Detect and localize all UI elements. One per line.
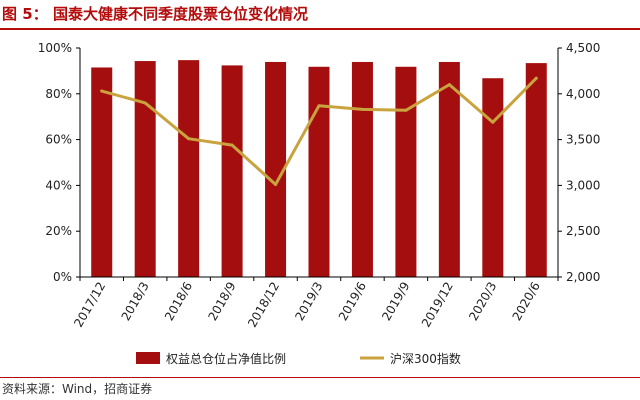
- left-axis-tick-label: 80%: [45, 87, 72, 101]
- bar: [265, 61, 287, 277]
- bar: [395, 66, 417, 277]
- index-point: [491, 120, 495, 124]
- left-axis-tick-label: 100%: [38, 41, 72, 55]
- index-point: [360, 107, 364, 111]
- x-axis-tick-label: 2019/9: [379, 280, 412, 324]
- left-axis-tick-label: 20%: [45, 224, 72, 238]
- figure-title: 图 5： 国泰大健康不同季度股票仓位变化情况: [2, 2, 638, 26]
- index-point: [187, 137, 191, 141]
- figure-separator: ：: [32, 5, 48, 23]
- index-point: [534, 76, 538, 80]
- index-point: [447, 83, 451, 87]
- figure-caption: 国泰大健康不同季度股票仓位变化情况: [52, 5, 308, 23]
- bar: [178, 60, 200, 277]
- legend-line-label: 沪深300指数: [390, 351, 461, 366]
- right-axis-tick-label: 4,500: [566, 41, 600, 55]
- right-axis-tick-label: 3,000: [566, 178, 600, 192]
- right-axis-tick-label: 2,500: [566, 224, 600, 238]
- x-axis-tick-label: 2018/9: [205, 280, 238, 324]
- left-axis-tick-label: 60%: [45, 133, 72, 147]
- index-point: [274, 182, 278, 186]
- bar: [482, 78, 504, 277]
- legend-bar-swatch: [136, 352, 160, 364]
- bar: [308, 66, 330, 277]
- figure-number: 5: [22, 5, 33, 23]
- x-axis-tick-label: 2018/3: [119, 280, 152, 324]
- x-axis-tick-label: 2018/12: [245, 280, 282, 330]
- title-divider: [0, 28, 640, 30]
- line-layer: [100, 76, 538, 186]
- legend-bar-label: 权益总仓位占净值比例: [166, 351, 286, 366]
- right-axis-tick-label: 4,000: [566, 87, 600, 101]
- bar: [91, 67, 113, 277]
- bar: [134, 61, 156, 277]
- index-point: [100, 89, 104, 93]
- index-point: [143, 101, 147, 105]
- right-axis-tick-label: 2,000: [566, 270, 600, 284]
- x-axis-tick-label: 2020/6: [510, 280, 543, 324]
- x-axis-tick-label: 2017/12: [71, 280, 108, 330]
- x-axis-tick-label: 2019/6: [336, 280, 369, 324]
- bars-layer: [91, 60, 547, 278]
- x-axis-tick-label: 2019/12: [419, 280, 456, 330]
- bar: [351, 61, 373, 277]
- legend: 权益总仓位占净值比例 沪深300指数: [136, 351, 461, 366]
- bar: [525, 63, 547, 277]
- left-axis-tick-label: 0%: [53, 270, 72, 284]
- bar: [221, 65, 243, 278]
- x-axis-tick-label: 2018/6: [162, 280, 195, 324]
- bar: [438, 61, 460, 277]
- source-note: 资料来源：Wind，招商证券: [2, 382, 153, 396]
- index-point: [404, 108, 408, 112]
- x-axis-tick-label: 2019/3: [292, 280, 325, 324]
- index-point: [230, 143, 234, 147]
- index-point: [317, 104, 321, 108]
- source-divider: [0, 377, 640, 378]
- x-axis-tick-label: 2020/3: [466, 280, 499, 324]
- right-axis-tick-label: 3,500: [566, 133, 600, 147]
- left-axis-tick-label: 40%: [45, 178, 72, 192]
- figure-label: 图: [2, 5, 18, 23]
- axes-layer: [76, 47, 562, 281]
